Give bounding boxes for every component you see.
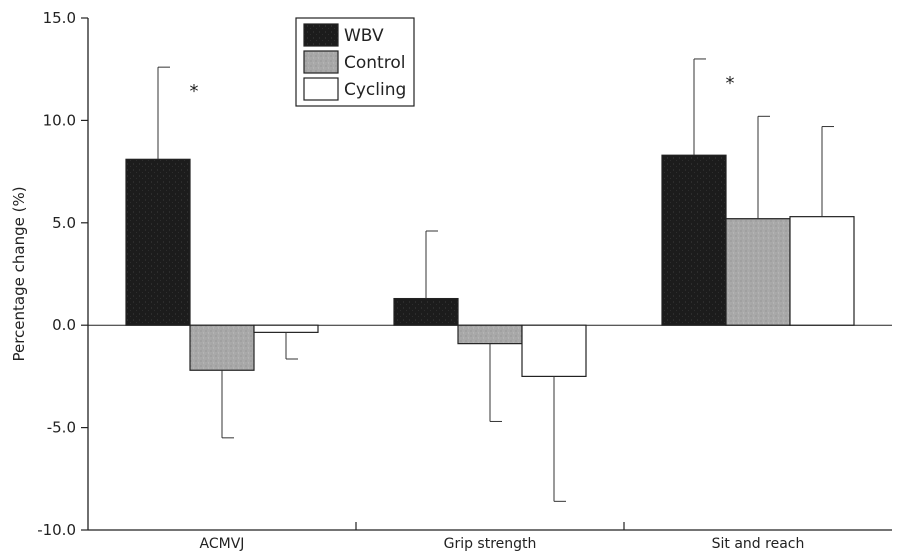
y-axis-title: Percentage change (%) xyxy=(10,186,28,361)
bar-control-0 xyxy=(189,324,255,371)
bar-control-2 xyxy=(725,218,791,326)
significance-marker: * xyxy=(190,81,199,102)
y-tick-label: -5.0 xyxy=(47,419,76,437)
significance-marker: * xyxy=(726,73,735,94)
y-tick-label: 15.0 xyxy=(43,9,76,27)
y-tick-label: -10.0 xyxy=(37,521,76,539)
legend-label-control: Control xyxy=(344,53,405,73)
bar-control-1 xyxy=(457,324,523,345)
y-tick-label: 0.0 xyxy=(52,316,76,334)
axes: -10.0 -5.0 0.0 5.0 10.0 15.0 Percentage change… xyxy=(10,9,892,552)
legend-swatch-control xyxy=(303,50,339,74)
legend-label-cycling: Cycling xyxy=(344,80,406,100)
bar-cycling-2 xyxy=(789,216,855,326)
bar-cycling-0 xyxy=(253,324,319,333)
x-category-label: Grip strength xyxy=(444,536,537,552)
legend-swatch-cycling xyxy=(303,77,339,101)
x-category-label: Sit and reach xyxy=(712,536,805,552)
bar-wbv-1 xyxy=(393,297,459,326)
x-category-label: ACMVJ xyxy=(200,536,245,552)
y-tick-label: 10.0 xyxy=(43,111,76,129)
y-tick-label: 5.0 xyxy=(52,214,76,232)
legend-label-wbv: WBV xyxy=(344,26,384,46)
bar-wbv-0 xyxy=(125,158,191,326)
legend-swatch-wbv xyxy=(303,23,339,47)
bar-wbv-2 xyxy=(661,154,727,326)
legend: WBV Control Cycling xyxy=(295,17,415,107)
bars: * * xyxy=(125,58,855,502)
bar-cycling-1 xyxy=(521,324,587,378)
